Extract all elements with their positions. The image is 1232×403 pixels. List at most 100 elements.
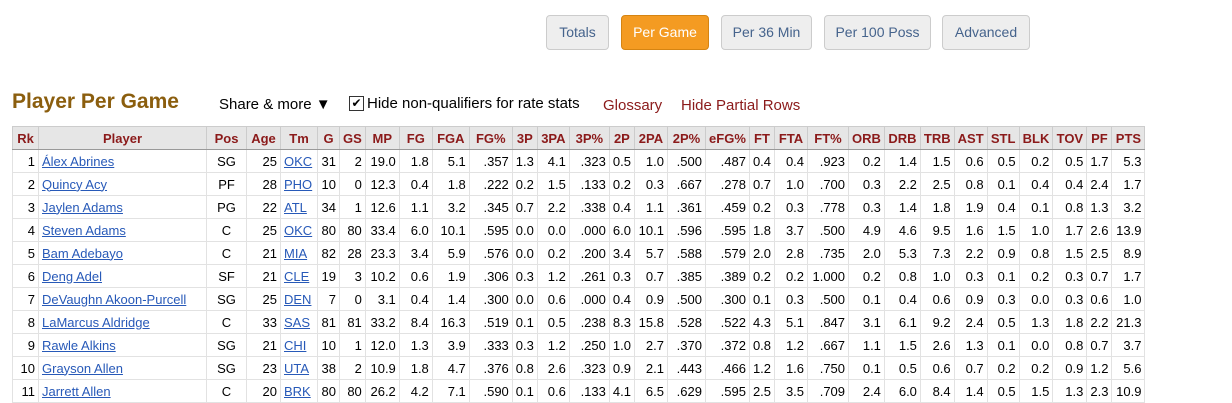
glossary-link[interactable]: Glossary xyxy=(603,97,663,114)
team-link[interactable]: CLE xyxy=(280,264,318,288)
col-header-fta[interactable]: FTA xyxy=(774,126,809,150)
cell-ast: 1.4 xyxy=(953,379,988,403)
team-link[interactable]: OKC xyxy=(280,149,318,173)
team-link[interactable]: MIA xyxy=(280,241,318,265)
player-name-link[interactable]: Steven Adams xyxy=(38,218,207,242)
cell-ft-pct: .709 xyxy=(807,379,850,403)
cell-drb: 4.6 xyxy=(883,218,921,242)
cell-drb: 6.1 xyxy=(883,310,921,334)
cell-3p: 0.8 xyxy=(511,356,538,380)
col-header-mp[interactable]: MP xyxy=(364,126,400,150)
cell-ft: 2.0 xyxy=(748,241,776,265)
col-header-drb[interactable]: DRB xyxy=(883,126,921,150)
col-header-2pa[interactable]: 2PA xyxy=(633,126,668,150)
tab-advanced[interactable]: Advanced xyxy=(942,15,1030,50)
hide-partial-rows-link[interactable]: Hide Partial Rows xyxy=(681,97,801,114)
cell-orb: 0.2 xyxy=(848,264,885,288)
col-header-gs[interactable]: GS xyxy=(339,126,366,150)
col-header-tm[interactable]: Tm xyxy=(280,126,318,150)
team-link[interactable]: CHI xyxy=(280,333,318,357)
player-name-link[interactable]: Deng Adel xyxy=(38,264,207,288)
col-header-fga[interactable]: FGA xyxy=(431,126,470,150)
cell-tov: 1.8 xyxy=(1052,310,1088,334)
cell-blk: 0.8 xyxy=(1018,241,1054,265)
col-header-fg-pct[interactable]: FG% xyxy=(468,126,513,150)
col-header-trb[interactable]: TRB xyxy=(919,126,955,150)
team-link[interactable]: OKC xyxy=(280,218,318,242)
cell-rk: 11 xyxy=(12,379,39,403)
player-name-link[interactable]: Álex Abrines xyxy=(38,149,207,173)
cell-blk: 0.2 xyxy=(1018,264,1054,288)
cell-2p: 0.5 xyxy=(608,149,635,173)
cell-pts: 13.9 xyxy=(1111,218,1146,242)
tab-per-36-min[interactable]: Per 36 Min xyxy=(721,15,812,50)
cell-2p-pct: .385 xyxy=(666,264,706,288)
cell-mp: 10.2 xyxy=(364,264,400,288)
col-header-3p[interactable]: 3P xyxy=(511,126,538,150)
cell-fta: 2.8 xyxy=(774,241,809,265)
cell-drb: 1.4 xyxy=(883,195,921,219)
tab-totals[interactable]: Totals xyxy=(546,15,609,50)
team-link[interactable]: UTA xyxy=(280,356,318,380)
player-name-link[interactable]: Grayson Allen xyxy=(38,356,207,380)
col-header-player[interactable]: Player xyxy=(38,126,207,150)
cell-fg: 1.3 xyxy=(398,333,433,357)
player-name-link[interactable]: Rawle Alkins xyxy=(38,333,207,357)
cell-g: 7 xyxy=(317,287,340,311)
checkbox-checked-icon[interactable]: ✔ xyxy=(349,96,364,111)
cell-fga: 10.1 xyxy=(431,218,470,242)
team-link[interactable]: DEN xyxy=(280,287,318,311)
cell-fg: 8.4 xyxy=(398,310,433,334)
table-row: 4 Steven Adams C 25 OKC 80 80 33.4 6.0 10.1.595 0.… xyxy=(12,218,1146,242)
cell-tov: 0.8 xyxy=(1052,195,1088,219)
col-header-pos[interactable]: Pos xyxy=(206,126,247,150)
col-header-ft-pct[interactable]: FT% xyxy=(807,126,850,150)
player-name-link[interactable]: Quincy Acy xyxy=(38,172,207,196)
table-body: 1 Álex Abrines SG 25 OKC 31 2 19.0 1.8 5.1.357 1.3… xyxy=(12,149,1146,403)
col-header-blk[interactable]: BLK xyxy=(1018,126,1054,150)
player-name-link[interactable]: Bam Adebayo xyxy=(38,241,207,265)
col-header-pts[interactable]: PTS xyxy=(1111,126,1146,150)
team-link[interactable]: SAS xyxy=(280,310,318,334)
col-header-2p-pct[interactable]: 2P% xyxy=(666,126,706,150)
tab-per-game[interactable]: Per Game xyxy=(621,15,709,50)
cell-age: 28 xyxy=(246,172,281,196)
player-name-link[interactable]: DeVaughn Akoon-Purcell xyxy=(38,287,207,311)
team-link[interactable]: BRK xyxy=(280,379,318,403)
col-header-2p[interactable]: 2P xyxy=(608,126,635,150)
col-header-ft[interactable]: FT xyxy=(748,126,776,150)
share-more-menu[interactable]: Share & more ▼ xyxy=(219,96,331,113)
cell-rk: 4 xyxy=(12,218,39,242)
cell-fga: 5.1 xyxy=(431,149,470,173)
cell-blk: 0.0 xyxy=(1018,287,1054,311)
cell-ft-pct: .667 xyxy=(807,333,850,357)
tab-per-100-poss[interactable]: Per 100 Poss xyxy=(824,15,931,50)
player-name-link[interactable]: Jaylen Adams xyxy=(38,195,207,219)
col-header-ast[interactable]: AST xyxy=(953,126,988,150)
cell-drb: 1.4 xyxy=(883,149,921,173)
cell-ft-pct: .750 xyxy=(807,356,850,380)
col-header-pf[interactable]: PF xyxy=(1086,126,1113,150)
col-header-tov[interactable]: TOV xyxy=(1052,126,1088,150)
col-header-rk[interactable]: Rk xyxy=(12,126,39,150)
player-name-link[interactable]: Jarrett Allen xyxy=(38,379,207,403)
col-header-efg-pct[interactable]: eFG% xyxy=(704,126,750,150)
col-header-orb[interactable]: ORB xyxy=(848,126,885,150)
table-row: 1 Álex Abrines SG 25 OKC 31 2 19.0 1.8 5.1.357 1.3… xyxy=(12,149,1146,173)
col-header-stl[interactable]: STL xyxy=(986,126,1020,150)
col-header-3p-pct[interactable]: 3P% xyxy=(568,126,610,150)
col-header-fg[interactable]: FG xyxy=(398,126,433,150)
cell-pos: C xyxy=(206,218,247,242)
team-link[interactable]: PHO xyxy=(280,172,318,196)
cell-orb: 1.1 xyxy=(848,333,885,357)
col-header-g[interactable]: G xyxy=(317,126,340,150)
cell-orb: 0.1 xyxy=(848,356,885,380)
team-link[interactable]: ATL xyxy=(280,195,318,219)
player-name-link[interactable]: LaMarcus Aldridge xyxy=(38,310,207,334)
col-header-3pa[interactable]: 3PA xyxy=(536,126,570,150)
hide-nonqualifiers-toggle[interactable]: ✔ Hide non-qualifiers for rate stats xyxy=(349,95,580,112)
cell-3p-pct: .261 xyxy=(568,264,610,288)
col-header-age[interactable]: Age xyxy=(246,126,281,150)
cell-fg: 0.4 xyxy=(398,287,433,311)
cell-tov: 0.8 xyxy=(1052,333,1088,357)
